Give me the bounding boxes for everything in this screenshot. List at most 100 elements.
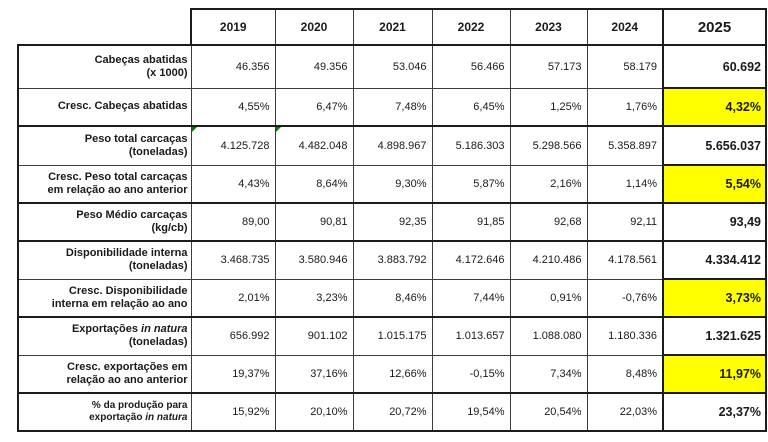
row-label-line: (kg/cb) — [21, 222, 187, 235]
value-cell: 2,16% — [509, 164, 588, 204]
row-label-line: Cresc. Cabeças abatidas — [21, 100, 188, 113]
row-label-line: (x 1000) — [21, 67, 188, 80]
row-label: % da produção para exportação in natura — [17, 392, 192, 432]
value-cell: 3,23% — [274, 278, 354, 318]
table-row: % da produção para exportação in natura 15… — [17, 392, 767, 432]
year-header-2021: 2021 — [352, 8, 433, 46]
value-cell: 92,35 — [352, 202, 433, 242]
label-text: Cresc. Peso total carcaças — [48, 170, 188, 183]
value-cell: 12,66% — [352, 354, 433, 394]
year-header-2022: 2022 — [431, 8, 511, 46]
value-cell: 5,87% — [431, 164, 511, 204]
label-text: Cresc. Disponibilidade — [68, 284, 188, 297]
table-body: Cabeças abatidas (x 1000) 46.356 49.356 53.0… — [17, 44, 767, 432]
value-cell: 901.102 — [274, 316, 354, 356]
value-cell: 4.898.967 — [352, 125, 433, 166]
row-label-line: Cresc. Disponibilidade — [21, 285, 188, 298]
value-cell: 20,54% — [509, 392, 588, 432]
label-text: % da produção para — [91, 400, 188, 411]
label-text: em relação ao ano anterior — [47, 183, 188, 196]
value-cell: 7,48% — [352, 87, 433, 127]
value-cell: 4,43% — [190, 164, 276, 204]
value-cell: 3.468.735 — [190, 240, 276, 280]
value-cell: 7,44% — [431, 278, 511, 318]
value-cell: 49.356 — [274, 44, 354, 89]
value-cell: 46.356 — [190, 44, 276, 89]
row-label: Peso Médio carcaças (kg/cb) — [17, 202, 192, 242]
value-cell-highlighted: 3,73% — [662, 278, 767, 318]
value-cell: 1.015.175 — [352, 316, 433, 356]
value-cell: 20,72% — [352, 392, 433, 432]
year-header-2019: 2019 — [190, 8, 276, 46]
value-cell: 91,85 — [431, 202, 511, 242]
table-row: Peso total carcaças (toneladas) 4.125.728 4… — [17, 125, 767, 166]
value-cell: -0,76% — [586, 278, 664, 318]
label-text: Exportações — [71, 323, 142, 336]
row-label-line: Cresc. Peso total carcaças — [21, 170, 188, 184]
value-cell: 20,10% — [274, 392, 354, 432]
value-cell: 1.321.625 — [662, 316, 767, 356]
row-label: Disponibilidade interna (toneladas) — [17, 240, 192, 280]
value-cell: 58.179 — [586, 44, 664, 89]
table-row: Cresc. Cabeças abatidas 4,55% 6,47% 7,48% 6,… — [17, 87, 767, 127]
row-label-line: Disponibilidade interna — [21, 247, 188, 260]
label-text-italic: in natura — [145, 412, 188, 423]
row-label-line: % da produção para — [21, 400, 188, 412]
value-cell-highlighted: 11,97% — [662, 354, 767, 394]
table-row: Cresc. exportações em relação ao ano ante… — [17, 354, 767, 394]
value-cell: 19,37% — [190, 354, 276, 394]
label-text: (toneladas) — [128, 336, 188, 349]
row-label-line: Cresc. exportações em — [21, 361, 187, 374]
value-cell: 92,11 — [586, 202, 664, 242]
label-text: (toneladas) — [128, 260, 188, 273]
value-cell: 4.334.412 — [662, 240, 767, 280]
label-text: interna em relação ao ano — [51, 297, 188, 310]
row-label-line: Peso total carcaças — [21, 133, 188, 146]
value-cell: 5.358.897 — [586, 125, 664, 166]
label-text: Disponibilidade interna — [65, 247, 188, 260]
value-cell: 3.883.792 — [352, 240, 433, 280]
value-cell: 5.298.566 — [509, 125, 588, 166]
label-text: (toneladas) — [128, 145, 188, 158]
row-label-line: (toneladas) — [21, 146, 188, 159]
value-cell: 5.656.037 — [662, 125, 767, 166]
value-cell: 1.180.336 — [586, 316, 664, 356]
value-cell: 60.692 — [662, 44, 767, 89]
table-row: Cabeças abatidas (x 1000) 46.356 49.356 53.0… — [17, 44, 767, 89]
value-cell: 19,54% — [431, 392, 511, 432]
value-cell: 57.173 — [509, 44, 588, 89]
header-row: 2019 2020 2021 2022 2023 2024 2025 — [18, 8, 767, 46]
row-label: Cresc. Cabeças abatidas — [17, 87, 192, 127]
value-cell: 22,03% — [586, 392, 664, 432]
value-cell: 15,92% — [190, 392, 276, 432]
value-cell: 2,01% — [190, 278, 276, 318]
table-row: Disponibilidade interna (toneladas) 3.468.… — [17, 240, 767, 280]
year-header-2024: 2024 — [586, 8, 664, 46]
value-cell: 7,34% — [509, 354, 588, 394]
value-cell: 53.046 — [352, 44, 433, 89]
label-text: Peso Médio carcaças — [76, 209, 188, 221]
label-text: exportação — [89, 412, 146, 423]
value-cell: 92,68 — [509, 202, 588, 242]
row-label: Cabeças abatidas (x 1000) — [17, 44, 192, 89]
row-label-line: exportação in natura — [21, 412, 188, 424]
value-cell: 8,64% — [274, 164, 354, 204]
table-row: Peso Médio carcaças (kg/cb) 89,00 90,81 92,3… — [17, 202, 767, 242]
value-cell: 1.013.657 — [431, 316, 511, 356]
data-table: 2019 2020 2021 2022 2023 2024 2025 Cabeças aba… — [17, 8, 767, 432]
value-cell: 1,76% — [586, 87, 664, 127]
table-header: 2019 2020 2021 2022 2023 2024 2025 — [18, 8, 767, 46]
value-cell: 1,14% — [586, 164, 664, 204]
value-cell-highlighted: 5,54% — [662, 164, 767, 204]
value-cell-highlighted: 4,32% — [662, 87, 767, 127]
label-text: Cresc. Cabeças abatidas — [57, 100, 188, 113]
value-cell: 37,16% — [274, 354, 354, 394]
table-row: Cresc. Disponibilidade interna em relação… — [17, 278, 767, 318]
value-cell: 4.210.486 — [509, 240, 588, 280]
value-cell: 9,30% — [352, 164, 433, 204]
label-text: (x 1000) — [146, 66, 188, 79]
label-text-italic: in natura — [141, 323, 188, 336]
value-cell: 90,81 — [274, 202, 354, 242]
row-label-line: Cabeças abatidas — [21, 54, 188, 67]
value-cell: 5.186.303 — [431, 125, 511, 166]
